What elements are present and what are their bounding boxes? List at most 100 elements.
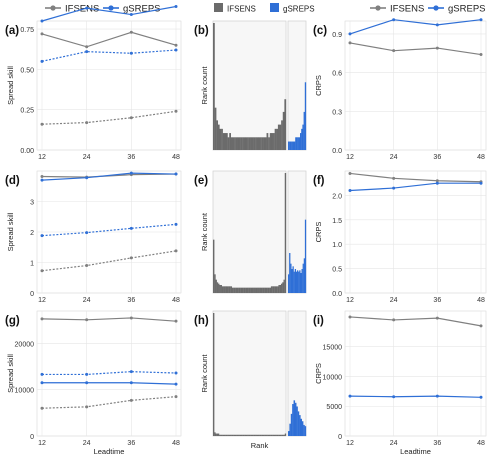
data-point-gSREPS-dotted (40, 372, 44, 376)
series-line-gSREPS-solid (41, 5, 177, 22)
hist-bar-gSREPS (300, 273, 302, 293)
hist-bar-IFSENS (218, 283, 220, 293)
hist-bar-gSREPS (303, 258, 306, 293)
hist-bar-IFSENS (282, 282, 284, 293)
y-tick-label: 2.0 (332, 193, 342, 200)
hist-bar-IFSENS (249, 287, 251, 293)
hist-bar-IFSENS (269, 133, 272, 150)
hist-bar-IFSENS (230, 137, 233, 150)
hist-bar-IFSENS (216, 120, 219, 150)
hist-bar-IFSENS (245, 287, 248, 293)
data-point-gSREPS-dotted (129, 226, 133, 230)
x-tick-label: 24 (390, 297, 398, 304)
legend-right-label-1: gSREPS (448, 4, 486, 15)
hist-bar-gSREPS (296, 406, 298, 436)
hist-bar-IFSENS (264, 287, 267, 293)
hist-bar-IFSENS (235, 137, 238, 150)
hist-bar-gSREPS (298, 271, 300, 293)
hist-bar-IFSENS (280, 283, 283, 293)
y-tick-label: 0.6 (332, 71, 342, 78)
y-axis-label: Rank count (200, 66, 209, 105)
data-point-gSREPS-dotted (129, 51, 133, 55)
hist-bar-gSREPS (302, 124, 304, 150)
hist-bar-gSREPS (301, 421, 304, 436)
panel-h: Rank count Rank (h) (194, 310, 307, 450)
data-point-gSREPS-dotted (174, 48, 178, 52)
hist-bar-IFSENS (238, 287, 240, 293)
data-point-IFSENS-solid (174, 319, 178, 323)
hist-bar-IFSENS (231, 287, 234, 293)
legend-hist-key-1 (270, 3, 279, 12)
series-line-gSREPS-solid (349, 182, 481, 192)
series-line-IFSENS-solid (41, 31, 177, 48)
hist-bar-gSREPS (289, 253, 291, 293)
hist-bar-IFSENS (214, 107, 217, 150)
series-line-IFSENS-solid (349, 42, 482, 56)
y-tick-label: 0.50 (20, 67, 34, 74)
hist-bar-gSREPS (291, 141, 293, 150)
panel-letter: (d) (5, 175, 20, 187)
hist-bar-IFSENS (243, 287, 245, 293)
hist-bar-IFSENS (271, 434, 273, 436)
data-point-gSREPS-solid (40, 19, 44, 23)
hist-bar-gSREPS (296, 137, 298, 150)
hist-bar-IFSENS (223, 286, 225, 293)
y-tick-label: 1.0 (332, 242, 342, 249)
hist-bar-IFSENS (284, 173, 287, 293)
series-line-gSREPS-solid (41, 172, 177, 181)
panel-i: 0 5000 10000 15000 12 24 36 48 CRPS Leadtime (i) (313, 310, 487, 456)
hist-bar-IFSENS (221, 434, 223, 436)
data-point-IFSENS-solid (174, 43, 178, 47)
data-point-IFSENS-dotted (85, 121, 89, 125)
series-line-IFSENS-solid (349, 316, 482, 327)
x-tick-label: 48 (172, 154, 180, 161)
panel-g: 0 10000 20000 12 24 36 48 Spread skill Leadtime (… (5, 310, 182, 456)
hist-bar-IFSENS (219, 128, 222, 150)
data-point-gSREPS-dotted (40, 234, 44, 238)
y-tick-label: 0 (338, 434, 342, 441)
data-point-IFSENS-solid (348, 171, 352, 175)
hist-bar-IFSENS (229, 286, 231, 293)
hist-bar-IFSENS (242, 434, 244, 436)
data-point-IFSENS-solid (392, 176, 396, 180)
hist-bar-IFSENS (258, 434, 260, 436)
x-tick-label: 36 (433, 440, 441, 447)
hist-bar-IFSENS (244, 434, 247, 436)
hist-bar-gSREPS (288, 141, 290, 150)
hist-bar-IFSENS (233, 287, 235, 293)
hist-bar-IFSENS (225, 133, 228, 150)
data-point-gSREPS-solid (129, 171, 133, 175)
hist-bar-IFSENS (270, 434, 272, 436)
x-tick-label: 48 (477, 154, 485, 161)
hist-bar-gSREPS (292, 404, 294, 436)
hist-bar-IFSENS (245, 434, 248, 436)
hist-bar-IFSENS (255, 287, 258, 293)
hist-bar-gSREPS (290, 413, 293, 436)
hist-bar-IFSENS (239, 287, 241, 293)
hist-bar-IFSENS (268, 137, 270, 150)
hist-bar-gSREPS (303, 111, 305, 150)
hist-bar-IFSENS (267, 434, 270, 436)
hist-bar-IFSENS (222, 133, 225, 150)
hist-bar-IFSENS (247, 434, 249, 436)
y-tick-label: 1 (30, 261, 34, 268)
hist-bar-gSREPS (290, 141, 292, 150)
series-line-gSREPS-solid (42, 382, 177, 385)
hist-bar-IFSENS (216, 433, 219, 436)
data-point-gSREPS-solid (479, 181, 483, 185)
data-point-gSREPS-solid (40, 178, 44, 182)
hist-bar-IFSENS (259, 287, 261, 293)
x-tick-label: 36 (127, 154, 135, 161)
data-point-gSREPS-solid (129, 381, 133, 385)
data-point-IFSENS-solid (129, 316, 133, 320)
data-point-IFSENS-dotted (40, 406, 44, 410)
hist-bar-gSREPS (294, 402, 297, 436)
hist-bar-gSREPS (301, 269, 303, 293)
panel-e: Rank count (e) (194, 170, 307, 294)
data-point-gSREPS-dotted (174, 371, 178, 375)
x-tick-label: 12 (38, 440, 46, 447)
data-point-IFSENS-solid (85, 318, 89, 322)
y-tick-label: 3 (30, 200, 34, 207)
hist-bar-IFSENS (227, 137, 230, 150)
hist-bar-IFSENS (248, 434, 250, 436)
